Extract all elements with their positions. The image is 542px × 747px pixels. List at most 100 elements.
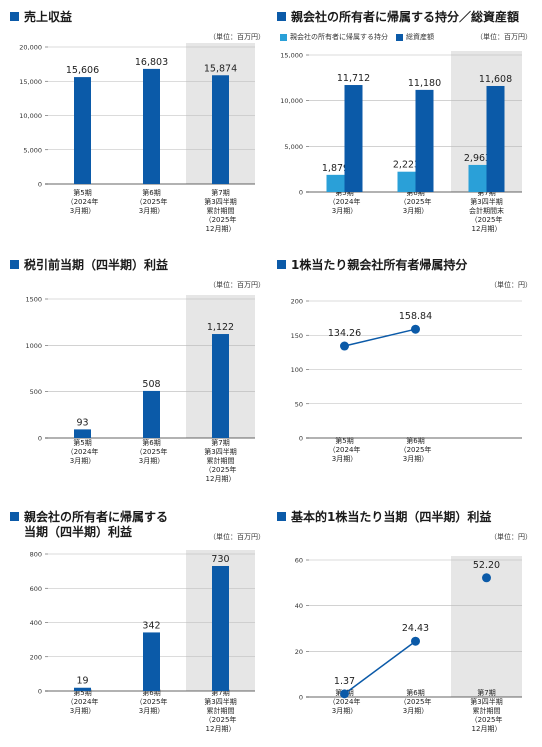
bar (415, 89, 434, 192)
data-label: 158.84 (399, 311, 432, 322)
x-tick-label: 3月期） (332, 455, 357, 463)
legend-item-assets: 総資産額 (396, 32, 434, 42)
unit-label: （単位：百万円） (209, 533, 265, 541)
x-tick-label: 第7期 (477, 688, 495, 697)
data-label: 1,879 (322, 163, 349, 174)
bar (143, 68, 160, 184)
x-tick-label: 第7期 (211, 438, 229, 447)
x-tick-label: 第7期 (211, 688, 229, 697)
chart-panel-net-profit: 親会社の所有者に帰属する 当期（四半期）利益 （単位：百万円） 0 200 400 60… (10, 510, 265, 747)
data-point (411, 636, 420, 646)
net-profit-chart: 0200400600800第5期（2024年3月期）第6期（2025年3月期）第… (30, 550, 255, 733)
data-label: 19 (76, 676, 88, 687)
data-label: 11,180 (408, 78, 441, 89)
data-label: 2,963 (464, 153, 491, 164)
y-tick-label: 10,000 (19, 112, 42, 120)
x-tick-label: 第7期 (211, 188, 229, 197)
bar (468, 164, 487, 192)
bar (397, 171, 416, 192)
data-label: 24.43 (402, 623, 429, 634)
chart-panel-bps: 1株当たり親会社所有者帰属持分 （単位：円） 0 50 100 150 200 第5期 （2… (277, 258, 532, 493)
x-tick-label: 第3四半期 (204, 197, 236, 206)
series-line (344, 328, 416, 347)
title-marker-icon (277, 12, 286, 21)
x-tick-label: 第5期 (73, 438, 91, 447)
x-tick-label: 3月期） (70, 457, 95, 465)
chart-title: 売上収益 (10, 10, 72, 25)
y-tick-label: 60 (295, 557, 303, 565)
title-marker-icon (277, 512, 286, 521)
x-tick-label: （2025年 (471, 215, 503, 224)
x-tick-label: （2024年 (67, 197, 99, 206)
title-marker-icon (10, 512, 19, 521)
legend-swatch (280, 33, 287, 41)
y-tick-label: 5,000 (23, 146, 42, 154)
chart-title: 税引前当期（四半期）利益 (10, 258, 168, 273)
data-label: 15,874 (204, 63, 237, 74)
x-tick-label: 累計期間 (473, 706, 501, 715)
x-tick-label: 3月期） (139, 707, 164, 715)
x-tick-label: （2025年 (400, 197, 432, 206)
x-tick-label: （2024年 (329, 445, 361, 454)
x-tick-label: 累計期間 (207, 706, 235, 715)
x-tick-label: 3月期） (139, 207, 164, 215)
y-tick-label: 0 (299, 189, 303, 197)
data-label: 730 (211, 554, 229, 565)
chart-panel-revenue: 売上収益 （単位：百万円） 0 5,000 10,000 15,000 20,000 第5… (10, 10, 265, 245)
bar (326, 174, 345, 192)
x-tick-label: （2025年 (400, 697, 432, 706)
revenue-chart: 05,00010,00015,00020,000第5期（2024年3月期）第6期… (19, 43, 255, 233)
x-tick-label: （2025年 (471, 715, 503, 724)
data-label: 1,122 (207, 322, 234, 333)
y-tick-label: 400 (30, 619, 42, 627)
x-tick-label: 第6期 (406, 688, 424, 697)
y-tick-label: 150 (291, 332, 303, 340)
x-tick-label: 第3四半期 (204, 447, 236, 456)
chart-title: 親会社の所有者に帰属する持分／総資産額 (277, 10, 519, 25)
x-tick-label: 第5期 (335, 188, 353, 197)
x-tick-label: 第5期 (335, 436, 353, 445)
bar (143, 632, 160, 691)
x-tick-label: 累計期間 (207, 206, 235, 215)
x-tick-label: 12月期） (206, 225, 236, 233)
x-tick-label: 第3四半期 (204, 697, 236, 706)
data-label: 2,223 (393, 160, 420, 171)
y-tick-label: 600 (30, 585, 42, 593)
equity-assets-chart: 05,00010,00015,000第5期（2024年3月期）第6期（2025年… (280, 51, 522, 233)
data-label: 52.20 (473, 560, 500, 571)
unit-label: （単位：百万円） (209, 33, 265, 41)
x-tick-label: 累計期間 (207, 456, 235, 465)
unit-label: （単位：円） (490, 533, 532, 541)
x-tick-label: （2025年 (136, 697, 168, 706)
x-tick-label: （2025年 (400, 445, 432, 454)
x-tick-label: 第3四半期 (470, 197, 502, 206)
x-tick-label: 第6期 (142, 688, 160, 697)
y-tick-label: 5,000 (284, 143, 303, 151)
bar (143, 390, 160, 438)
bar (344, 85, 363, 192)
y-tick-label: 500 (30, 388, 42, 396)
eps-chart: 0204060第5期（2024年3月期）第6期（2025年3月期）第7期第3四半… (295, 556, 522, 733)
data-label: 11,608 (479, 74, 512, 85)
data-label: 342 (142, 620, 160, 631)
y-tick-label: 0 (38, 435, 42, 443)
x-tick-label: 3月期） (70, 207, 95, 215)
bar (212, 75, 229, 184)
unit-label: （単位：百万円） (209, 281, 265, 289)
x-tick-label: （2025年 (205, 215, 237, 224)
y-tick-label: 15,000 (280, 52, 303, 60)
x-tick-label: 3月期） (332, 707, 357, 715)
y-tick-label: 10,000 (280, 97, 303, 105)
bar (74, 77, 91, 184)
y-tick-label: 0 (299, 694, 303, 702)
y-tick-label: 0 (38, 181, 42, 189)
pretax-profit-chart: 050010001500第5期（2024年3月期）第6期（2025年3月期）第7… (25, 295, 255, 483)
x-tick-label: 第5期 (73, 688, 91, 697)
legend-swatch (396, 33, 403, 41)
x-tick-label: 12月期） (206, 475, 236, 483)
chart-title: 親会社の所有者に帰属する 当期（四半期）利益 (10, 510, 168, 540)
x-tick-label: 第6期 (406, 436, 424, 445)
data-label: 508 (142, 379, 160, 390)
x-tick-label: 3月期） (139, 457, 164, 465)
y-tick-label: 200 (291, 298, 303, 306)
